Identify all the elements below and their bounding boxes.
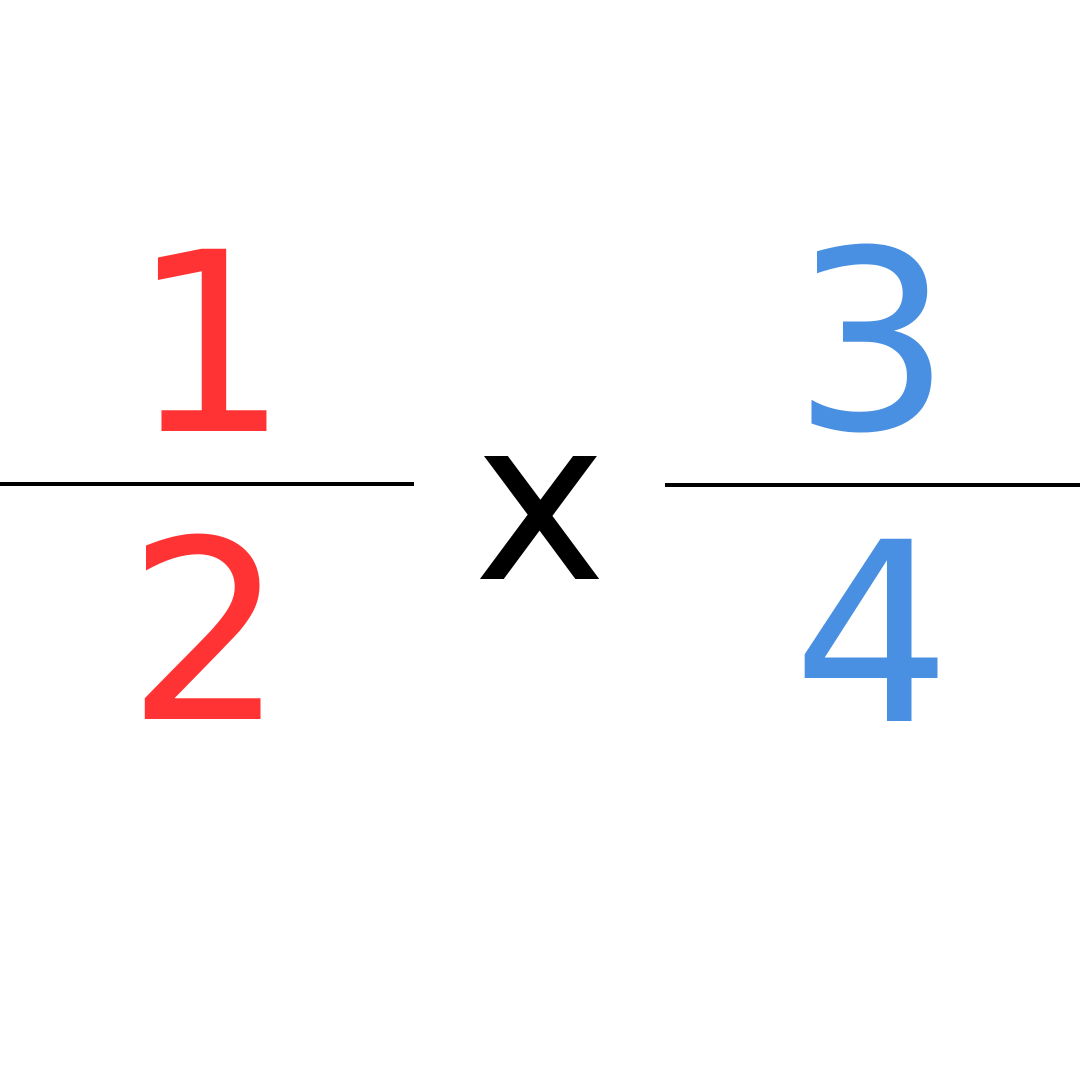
right-fraction-numerator: 3 <box>792 197 952 488</box>
left-fraction-numerator: 1 <box>130 199 290 490</box>
right-fraction-bar <box>665 483 1080 487</box>
multiplication-operator: x <box>473 371 607 633</box>
right-fraction-denominator: 4 <box>792 489 952 780</box>
left-fraction-bar <box>0 482 414 486</box>
left-fraction-denominator: 2 <box>126 487 286 778</box>
